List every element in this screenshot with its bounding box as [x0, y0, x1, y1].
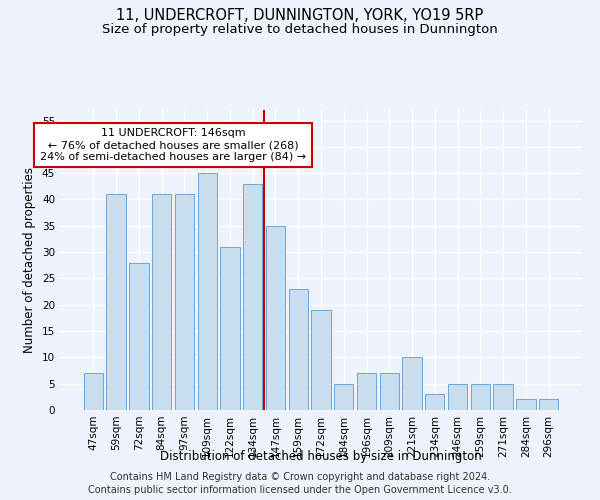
Text: Contains public sector information licensed under the Open Government Licence v3: Contains public sector information licen…	[88, 485, 512, 495]
Bar	[175, 194, 194, 410]
Bar	[334, 384, 353, 410]
Bar	[289, 289, 308, 410]
Bar	[425, 394, 445, 410]
Text: 11, UNDERCROFT, DUNNINGTON, YORK, YO19 5RP: 11, UNDERCROFT, DUNNINGTON, YORK, YO19 5…	[116, 8, 484, 22]
Bar	[493, 384, 513, 410]
Bar	[448, 384, 467, 410]
Bar	[197, 173, 217, 410]
Bar	[357, 373, 376, 410]
Bar	[311, 310, 331, 410]
Y-axis label: Number of detached properties: Number of detached properties	[23, 167, 37, 353]
Text: 11 UNDERCROFT: 146sqm
← 76% of detached houses are smaller (268)
24% of semi-det: 11 UNDERCROFT: 146sqm ← 76% of detached …	[40, 128, 306, 162]
Text: Distribution of detached houses by size in Dunnington: Distribution of detached houses by size …	[160, 450, 482, 463]
Text: Contains HM Land Registry data © Crown copyright and database right 2024.: Contains HM Land Registry data © Crown c…	[110, 472, 490, 482]
Bar	[152, 194, 172, 410]
Bar	[516, 400, 536, 410]
Bar	[470, 384, 490, 410]
Bar	[380, 373, 399, 410]
Bar	[220, 247, 239, 410]
Text: Size of property relative to detached houses in Dunnington: Size of property relative to detached ho…	[102, 22, 498, 36]
Bar	[403, 358, 422, 410]
Bar	[129, 262, 149, 410]
Bar	[266, 226, 285, 410]
Bar	[84, 373, 103, 410]
Bar	[539, 400, 558, 410]
Bar	[106, 194, 126, 410]
Bar	[243, 184, 262, 410]
